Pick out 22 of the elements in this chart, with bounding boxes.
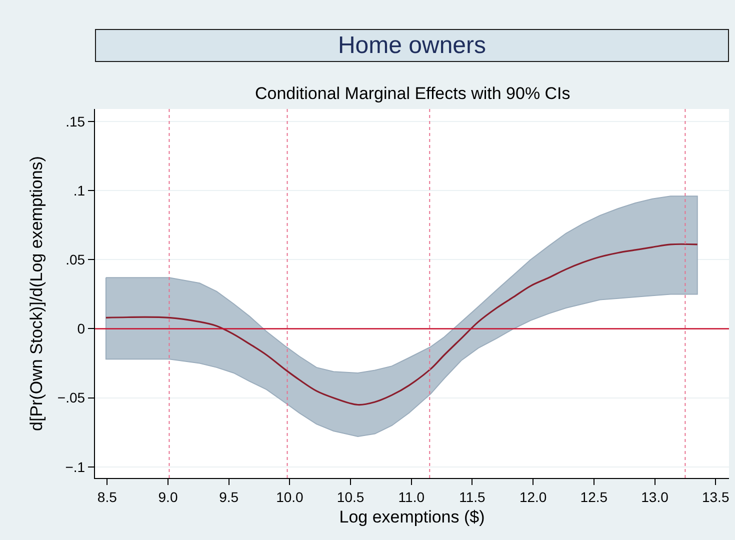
x-tick-label: 9.5 xyxy=(219,488,239,505)
x-tick-label: 10.5 xyxy=(336,488,364,505)
y-tick-label: 0 xyxy=(77,320,86,337)
y-axis-title: d[Pr(Own Stock)]/d(Log exemptions) xyxy=(26,156,46,431)
y-tick-label: .15 xyxy=(66,113,86,130)
x-tick-label: 12.5 xyxy=(580,488,608,505)
y-tick-label: −.1 xyxy=(65,458,86,475)
x-axis-title: Log exemptions ($) xyxy=(339,507,485,526)
x-tick-label: 11.5 xyxy=(459,488,486,505)
y-tick-label: −.05 xyxy=(57,390,86,406)
x-tick-label: 8.5 xyxy=(97,488,118,505)
chart-subtitle: Conditional Marginal Effects with 90% CIs xyxy=(255,84,570,103)
y-tick-label: .1 xyxy=(73,182,86,198)
x-tick-label: 13.0 xyxy=(641,488,669,505)
x-tick-label: 13.5 xyxy=(702,488,730,505)
x-tick-label: 11.0 xyxy=(398,488,425,505)
line-series xyxy=(105,243,698,406)
chart-title: Home owners xyxy=(338,32,486,59)
y-tick-label: .05 xyxy=(66,252,86,268)
x-tick-label: 10.0 xyxy=(276,488,304,505)
x-tick-label: 12.0 xyxy=(519,488,547,505)
x-tick-label: 9.0 xyxy=(158,488,178,505)
